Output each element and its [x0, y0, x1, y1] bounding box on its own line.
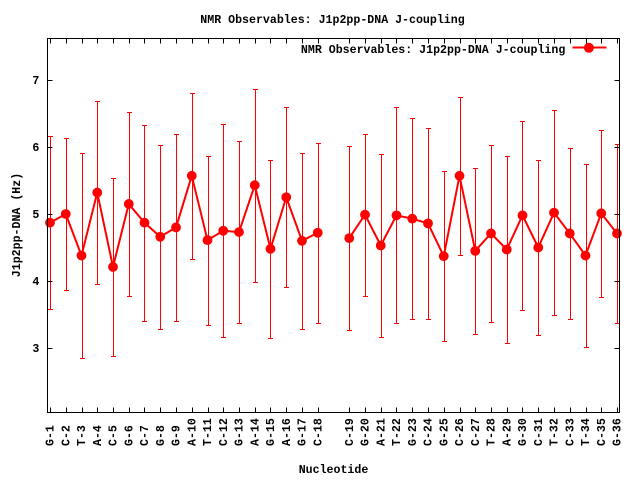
svg-text:G-9: G-9	[171, 425, 184, 446]
svg-text:NMR Observables: J1p2pp-DNA J-: NMR Observables: J1p2pp-DNA J-coupling	[200, 14, 464, 27]
svg-text:C-27: C-27	[470, 418, 483, 446]
svg-text:G-23: G-23	[407, 418, 420, 446]
svg-text:7: 7	[32, 75, 39, 88]
svg-text:G-6: G-6	[123, 425, 136, 446]
svg-text:3: 3	[32, 343, 39, 356]
svg-text:A-29: A-29	[501, 418, 514, 446]
svg-text:J1p2pp-DNA (Hz): J1p2pp-DNA (Hz)	[11, 173, 24, 277]
svg-text:5: 5	[32, 209, 39, 222]
svg-text:C-2: C-2	[60, 425, 73, 446]
svg-text:C-18: C-18	[312, 418, 325, 446]
svg-text:C-35: C-35	[596, 418, 609, 446]
svg-text:NMR Observables: J1p2pp-DNA J-: NMR Observables: J1p2pp-DNA J-coupling	[301, 44, 565, 57]
svg-text:C-33: C-33	[564, 418, 577, 446]
svg-text:T-3: T-3	[76, 425, 89, 446]
svg-text:A-16: A-16	[281, 418, 294, 446]
svg-text:C-19: C-19	[344, 418, 357, 446]
svg-text:T-28: T-28	[486, 418, 499, 446]
svg-text:C-24: C-24	[423, 418, 436, 446]
svg-text:C-31: C-31	[533, 418, 546, 446]
svg-text:G-20: G-20	[360, 418, 373, 446]
svg-text:T-34: T-34	[580, 418, 593, 446]
svg-text:G-8: G-8	[155, 425, 168, 446]
svg-text:G-25: G-25	[438, 418, 451, 446]
svg-text:A-10: A-10	[186, 418, 199, 446]
svg-text:A-21: A-21	[375, 418, 388, 446]
svg-text:G-1: G-1	[45, 425, 58, 446]
svg-text:C-5: C-5	[108, 425, 121, 446]
svg-text:6: 6	[32, 142, 39, 155]
svg-text:G-36: G-36	[612, 418, 625, 446]
svg-text:G-13: G-13	[234, 418, 247, 446]
svg-text:C-7: C-7	[139, 425, 152, 446]
svg-text:T-32: T-32	[549, 418, 562, 446]
svg-text:C-12: C-12	[218, 418, 231, 446]
svg-text:T-22: T-22	[391, 418, 404, 446]
svg-text:A-4: A-4	[92, 425, 105, 446]
svg-text:G-17: G-17	[297, 418, 310, 446]
svg-text:T-11: T-11	[202, 418, 215, 446]
svg-text:G-30: G-30	[517, 418, 530, 446]
svg-text:A-14: A-14	[249, 418, 262, 446]
svg-text:G-15: G-15	[265, 418, 278, 446]
svg-text:4: 4	[32, 276, 39, 289]
svg-text:C-26: C-26	[454, 418, 467, 446]
svg-text:Nucleotide: Nucleotide	[299, 464, 369, 477]
